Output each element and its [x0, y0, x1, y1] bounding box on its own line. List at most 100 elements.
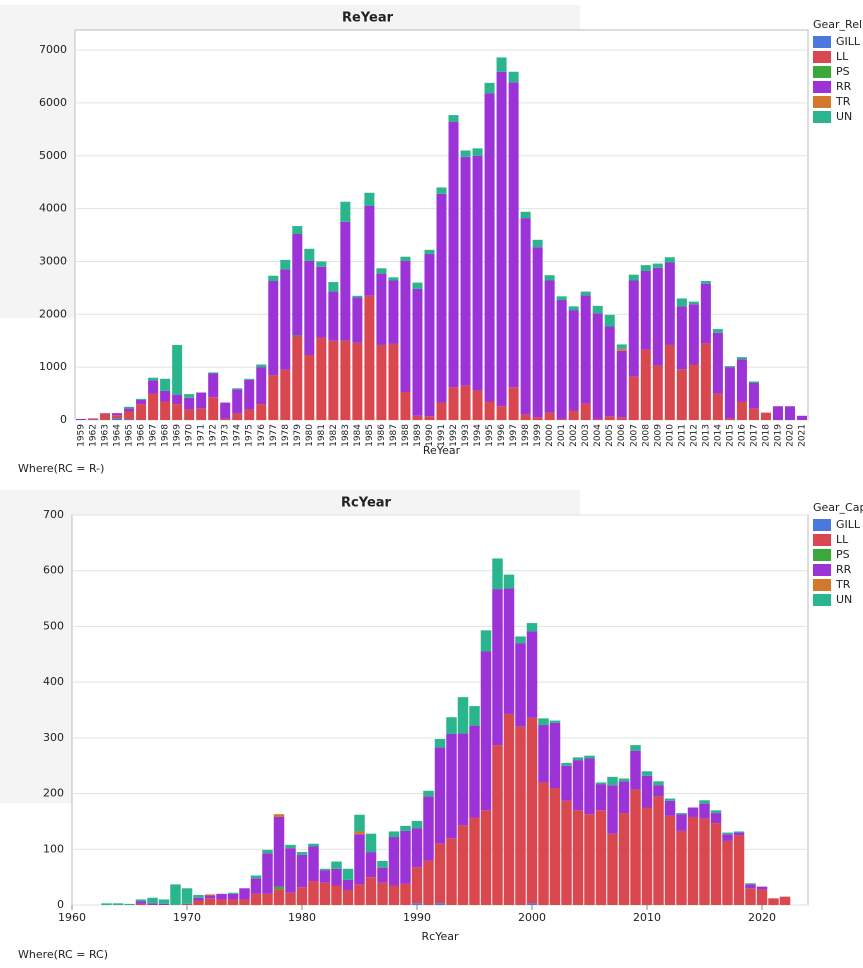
- bar-segment: [147, 897, 158, 904]
- bar-segment: [549, 720, 561, 723]
- bar-segment: [184, 409, 195, 420]
- bar-segment: [595, 782, 607, 785]
- bar-segment: [296, 854, 308, 888]
- bar-segment: [520, 218, 531, 415]
- bar-segment: [352, 297, 363, 343]
- bar-segment: [388, 885, 400, 905]
- bar-segment: [232, 388, 243, 390]
- y-tick-label: 700: [43, 508, 64, 521]
- bar-segment: [331, 885, 342, 905]
- bar-segment: [526, 903, 538, 905]
- bar-segment: [193, 894, 204, 898]
- bar-segment: [508, 387, 519, 420]
- legend-label: RR: [836, 80, 852, 93]
- bar-segment: [532, 239, 543, 248]
- bar-segment: [280, 259, 291, 270]
- x-tick-label: 2005: [605, 424, 615, 447]
- x-tick-label: 1980: [288, 911, 316, 924]
- bar-segment: [592, 418, 603, 420]
- bar-segment: [556, 296, 567, 301]
- bar-segment: [572, 810, 584, 905]
- bar-segment: [618, 781, 630, 814]
- x-tick-label: 2004: [593, 424, 603, 447]
- bar-segment: [748, 408, 759, 420]
- bar-segment: [204, 898, 216, 905]
- x-tick-label: 2015: [725, 424, 735, 447]
- bar-segment: [676, 298, 687, 307]
- x-tick-label: 1990: [403, 911, 431, 924]
- bar-segment: [469, 725, 480, 818]
- bar-segment: [319, 882, 331, 905]
- bar-segment: [572, 757, 584, 761]
- bar-segment: [687, 807, 699, 817]
- bar-segment: [448, 387, 459, 420]
- bar-segment: [376, 344, 387, 420]
- bar-segment: [296, 887, 308, 905]
- bar-segment: [618, 778, 630, 782]
- legend-label: GILL: [836, 35, 861, 48]
- bar-segment: [365, 877, 377, 905]
- x-tick-label: 2000: [518, 911, 546, 924]
- bar-segment: [304, 355, 315, 420]
- x-tick-label: 1999: [533, 424, 543, 447]
- bar-segment: [664, 344, 675, 420]
- bar-segment: [616, 348, 627, 351]
- bar-segment: [112, 413, 123, 416]
- bar-segment: [124, 411, 135, 420]
- bar-segment: [292, 336, 303, 420]
- bar-segment: [736, 359, 747, 402]
- x-tick-label: 1959: [77, 424, 87, 447]
- bar-segment: [580, 295, 591, 404]
- legend-label: GILL: [836, 518, 861, 531]
- bar-segment: [160, 378, 171, 391]
- bar-segment: [607, 833, 618, 905]
- bar-segment: [273, 886, 285, 890]
- bar-segment: [135, 901, 147, 904]
- bar-segment: [172, 404, 183, 420]
- bar-segment: [101, 903, 112, 905]
- bar-segment: [364, 192, 375, 206]
- x-tick-label: 1971: [197, 424, 207, 447]
- bar-segment: [796, 415, 807, 420]
- bar-segment: [208, 373, 219, 398]
- legend-label: TR: [835, 95, 851, 108]
- bar-segment: [100, 413, 111, 414]
- bar-segment: [712, 393, 723, 420]
- bar-segment: [688, 301, 699, 305]
- bar-segment: [424, 249, 435, 255]
- x-tick-label: 1975: [245, 424, 255, 447]
- bar-segment: [273, 889, 285, 905]
- x-tick-label: 1969: [173, 424, 183, 447]
- bar-segment: [377, 867, 388, 883]
- bar-segment: [664, 262, 675, 345]
- bar-segment: [457, 825, 469, 905]
- legend-label: UN: [836, 593, 852, 606]
- x-tick-label: 1970: [173, 911, 201, 924]
- bar-segment: [262, 849, 273, 854]
- bar-segment: [377, 860, 388, 868]
- bar-segment: [640, 270, 651, 350]
- bar-segment: [400, 830, 411, 884]
- bar-segment: [772, 406, 783, 420]
- bar-segment: [515, 726, 526, 905]
- bar-segment: [736, 401, 747, 420]
- bar-segment: [340, 340, 351, 420]
- bar-segment: [628, 376, 639, 420]
- bar-segment: [208, 372, 219, 374]
- bar-segment: [492, 589, 503, 746]
- bar-segment: [580, 291, 591, 296]
- bar-segment: [779, 896, 791, 905]
- bar-segment: [436, 402, 447, 420]
- bar-segment: [628, 274, 639, 281]
- bar-segment: [448, 121, 459, 388]
- legend-swatch: [813, 96, 831, 108]
- y-tick-label: 600: [43, 564, 64, 577]
- bar-segment: [158, 903, 170, 905]
- bar-segment: [100, 413, 111, 420]
- legend-swatch: [813, 594, 831, 606]
- bar-segment: [469, 817, 480, 905]
- legend-swatch: [813, 81, 831, 93]
- bar-segment: [285, 844, 296, 849]
- bar-segment: [724, 366, 735, 368]
- x-tick-label: 1982: [329, 424, 339, 447]
